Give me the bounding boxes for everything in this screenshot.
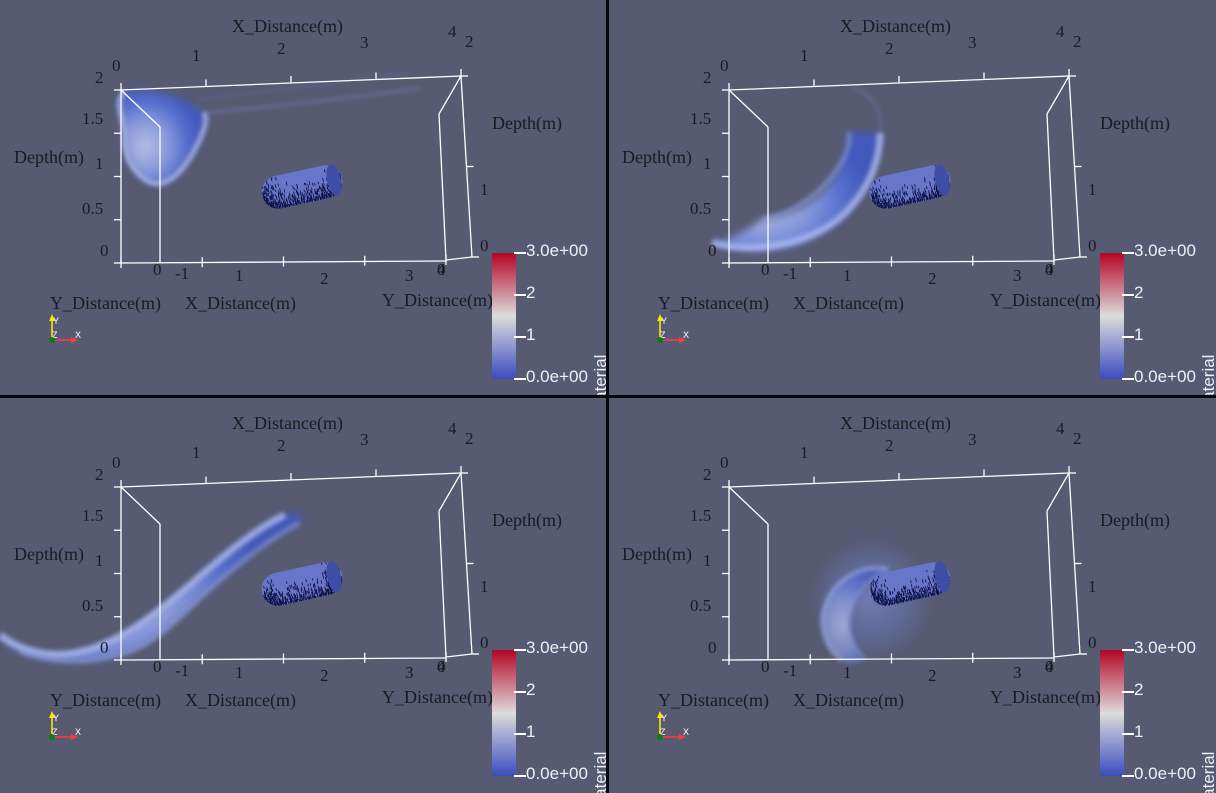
svg-text:Y: Y: [661, 713, 667, 723]
svg-text:Y: Y: [53, 316, 59, 326]
svg-text:Y: Y: [53, 713, 59, 723]
svg-text:Y: Y: [661, 316, 667, 326]
svg-text:X: X: [683, 727, 689, 737]
svg-text:X: X: [75, 727, 81, 737]
svg-text:X: X: [683, 330, 689, 340]
svg-text:X: X: [75, 330, 81, 340]
